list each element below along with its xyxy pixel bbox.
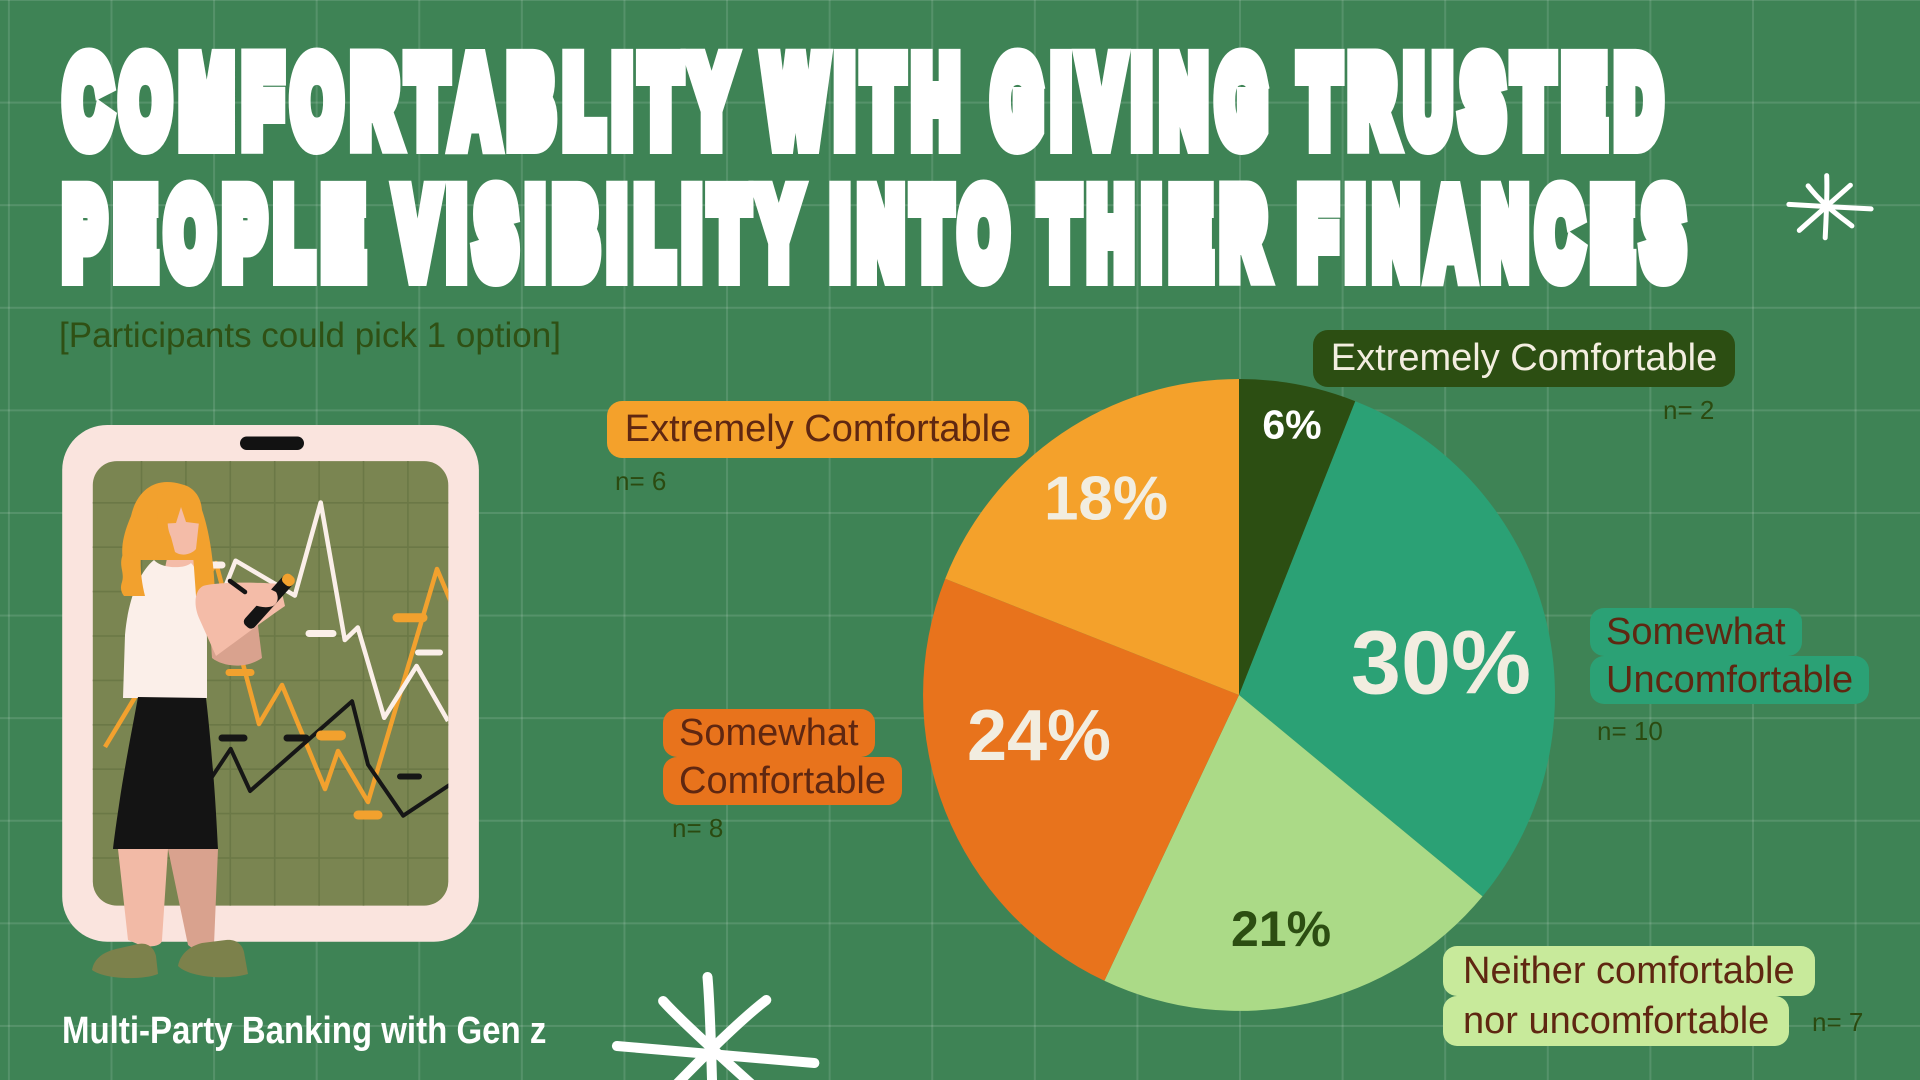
svg-text:PEOPLE VISIBILITY INTO THIER F: PEOPLE VISIBILITY INTO THIER FINANCES	[64, 167, 1694, 299]
svg-text:COMFORTABLITY WITH GIVING TRUS: COMFORTABLITY WITH GIVING TRUSTED	[65, 36, 1672, 168]
